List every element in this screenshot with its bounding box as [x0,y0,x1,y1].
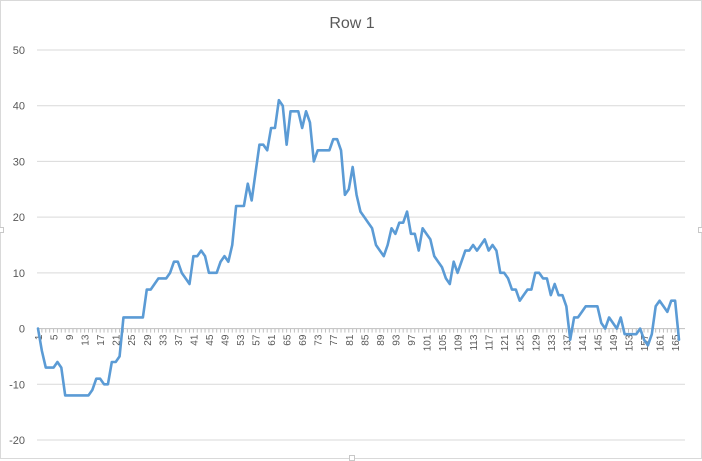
x-tick-label: 25 [127,334,138,346]
x-tick-label: 65 [283,334,294,346]
x-tick-label: 125 [516,334,527,351]
x-tick-label: 57 [252,334,263,346]
gridlines [37,49,685,441]
x-tick-label: 117 [485,334,496,350]
x-tick-label: 161 [656,334,667,351]
x-tick-label: 13 [81,334,92,346]
x-tick-label: 73 [314,334,325,346]
x-tick-label: 49 [220,334,231,346]
x-tick-label: 133 [547,334,558,351]
y-tick-label: 30 [13,156,25,168]
x-tick-label: 137 [562,334,573,351]
y-tick-label: 0 [19,324,25,336]
x-axis [37,328,685,333]
y-tick-label: -20 [9,435,25,447]
x-tick-label: 121 [500,334,511,351]
x-tick-label: 41 [189,334,200,346]
x-tick-label: 149 [609,334,620,351]
y-tick-label: 20 [13,212,25,224]
x-tick-label: 37 [174,334,185,346]
x-tick-label: 129 [531,334,542,351]
y-tick-label: 50 [13,45,25,57]
x-tick-label: 97 [407,334,418,346]
x-tick-label: 53 [236,334,247,346]
x-tick-label: 101 [422,334,433,351]
x-tick-label: 29 [143,334,154,346]
x-tick-label: 145 [593,334,604,351]
x-tick-label: 85 [360,334,371,346]
x-tick-label: 17 [96,334,107,346]
series-line[interactable] [36,98,681,397]
y-tick-label: 10 [13,268,25,280]
x-tick-label: 5 [50,334,61,340]
x-tick-label: 61 [267,334,278,346]
series-layer [36,98,681,397]
y-tick-label: -10 [9,379,25,391]
y-tick-label: 40 [13,101,25,113]
x-tick-label: 45 [205,334,216,346]
x-tick-label: 141 [578,334,589,351]
x-tick-label: 81 [345,334,356,346]
x-tick-label: 113 [469,334,480,350]
resize-handle-bottom[interactable] [349,455,355,461]
resize-handle-left[interactable] [0,227,4,233]
x-tick-label: 21 [112,334,123,346]
x-tick-label: 109 [454,334,465,351]
x-tick-label: 93 [391,334,402,346]
x-tick-label: 77 [329,334,340,346]
chart-title: Row 1 [329,15,375,32]
y-axis-tick-labels: -20 -10 0 10 20 30 40 50 [9,45,25,447]
x-tick-label: 89 [376,334,387,346]
x-tick-label: 105 [438,334,449,351]
x-tick-label: 69 [298,334,309,346]
x-tick-label: 165 [671,334,682,351]
resize-handle-right[interactable] [698,227,702,233]
x-tick-label: 9 [65,334,76,340]
x-tick-label: 33 [158,334,169,346]
x-axis-tick-labels: 1 5 9 13 17 21 25 29 33 37 41 45 49 53 57 61 65 69 73 77 81 8… [34,334,682,351]
x-tick-label: 153 [624,334,635,351]
